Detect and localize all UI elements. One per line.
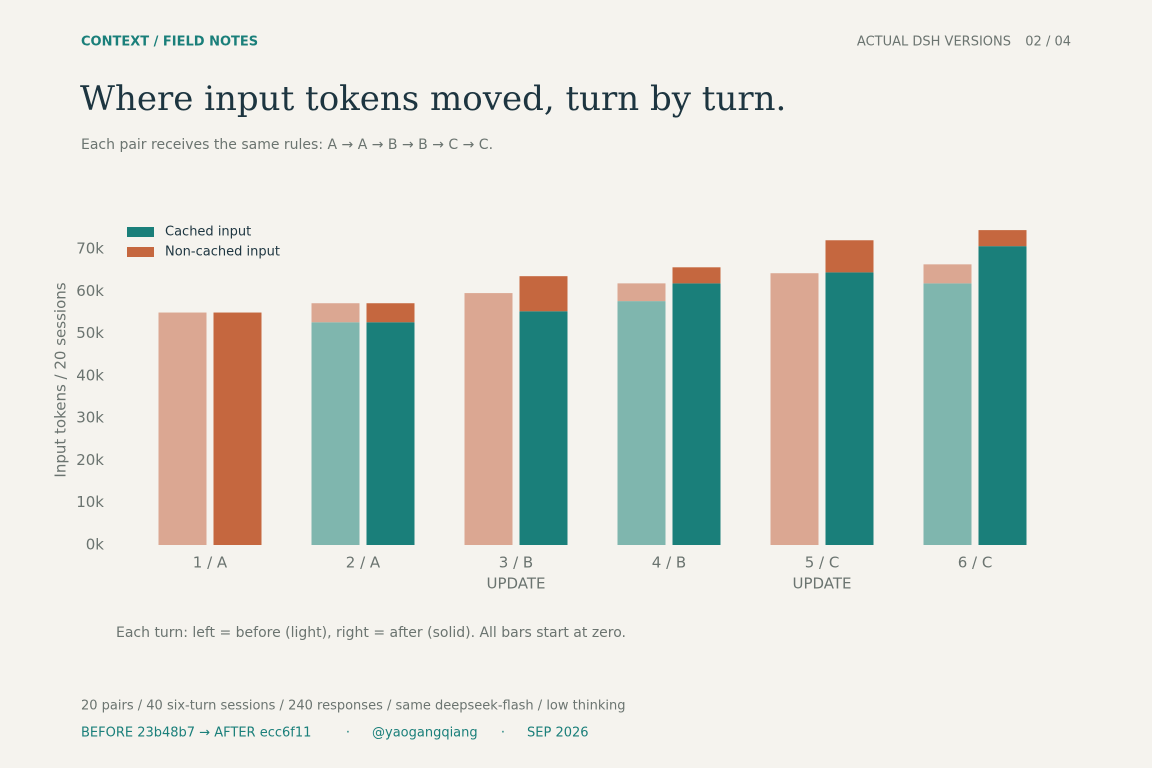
footer-meta: SEP 2026 <box>527 726 589 741</box>
page-number: 02 / 04 <box>1025 35 1071 50</box>
bar-before <box>923 264 972 284</box>
footer-line: 20 pairs / 40 six-turn sessions / 240 re… <box>81 699 625 714</box>
x-tick-note: UPDATE <box>486 575 545 593</box>
y-tick-label: 40k <box>76 366 104 384</box>
bar-after <box>672 267 721 284</box>
bar-after <box>825 240 874 273</box>
y-tick-label: 30k <box>76 409 104 427</box>
bar-before <box>311 303 360 323</box>
y-tick-label: 20k <box>76 451 104 469</box>
bar-before <box>770 273 819 545</box>
x-tick-label: 6 / C <box>958 554 993 572</box>
bar-before <box>158 312 207 545</box>
y-tick-label: 10k <box>76 493 104 511</box>
chart-note: Each turn: left = before (light), right … <box>116 625 626 641</box>
bar-after <box>519 311 568 545</box>
bar-after <box>519 276 568 312</box>
legend-label: Cached input <box>165 225 251 240</box>
subtitle: Each pair receives the same rules: A → A… <box>81 137 493 153</box>
bar-before <box>464 293 513 545</box>
x-tick-label: 3 / B <box>499 554 533 572</box>
footer-meta: @yaogangqiang <box>372 726 478 741</box>
bar-after <box>825 272 874 545</box>
bar-after <box>978 246 1027 545</box>
footer-separator: · <box>501 726 505 741</box>
x-tick-label: 4 / B <box>652 554 686 572</box>
bar-before <box>617 301 666 545</box>
x-tick-note: UPDATE <box>792 575 851 593</box>
bar-after <box>213 312 262 545</box>
bar-after <box>366 303 415 323</box>
y-tick-label: 0k <box>86 536 105 554</box>
bar-after <box>672 283 721 545</box>
bar-before <box>923 283 972 545</box>
x-tick-label: 5 / C <box>805 554 840 572</box>
footer-meta: BEFORE 23b48b7 → AFTER ecc6f11 <box>81 726 311 741</box>
y-axis-label: Input tokens / 20 sessions <box>52 282 70 477</box>
kicker: CONTEXT / FIELD NOTES <box>81 35 258 50</box>
bar-after <box>366 322 415 545</box>
bar-before <box>311 322 360 545</box>
x-tick-label: 1 / A <box>193 554 228 572</box>
y-tick-label: 70k <box>76 240 104 258</box>
y-tick-label: 50k <box>76 324 104 342</box>
title: Where input tokens moved, turn by turn. <box>80 79 786 119</box>
legend-label: Non-cached input <box>165 245 280 260</box>
footer-separator: · <box>346 726 350 741</box>
legend-swatch <box>127 247 154 257</box>
legend-swatch <box>127 227 154 237</box>
bar-after <box>978 230 1027 247</box>
x-tick-label: 2 / A <box>346 554 381 572</box>
section: ACTUAL DSH VERSIONS <box>857 35 1011 50</box>
bar-before <box>617 283 666 302</box>
y-tick-label: 60k <box>76 282 104 300</box>
